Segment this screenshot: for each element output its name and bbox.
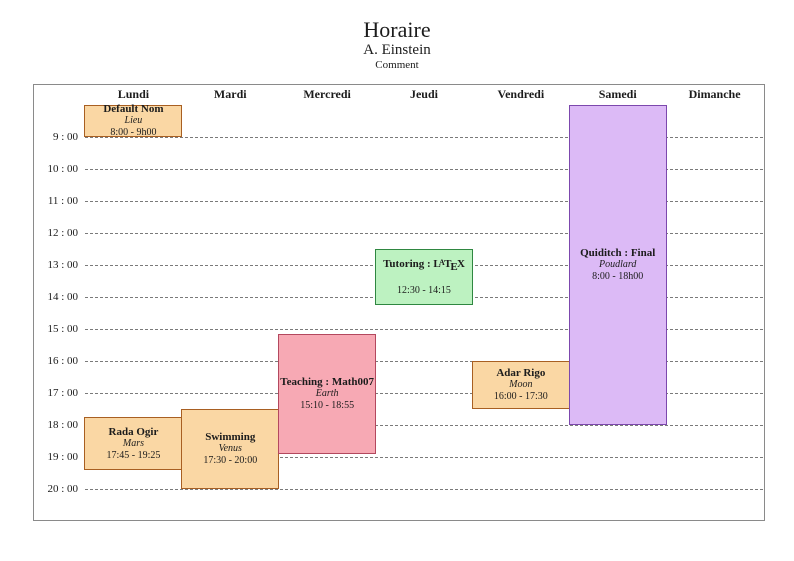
author-name: A. Einstein [363, 42, 431, 58]
hour-gridline [85, 393, 763, 394]
time-label: 19 : 00 [47, 451, 78, 463]
event-location: Mars [122, 437, 144, 449]
event-block: Rada Ogir Mars 17:45 - 19:25 [84, 417, 183, 471]
event-title: Default Nom [103, 103, 164, 115]
timetable-frame: 9 : 00 10 : 00 11 : 00 12 : 00 13 : 00 14 : 0… [33, 84, 765, 521]
hour-gridline [85, 425, 763, 426]
time-label: 14 : 00 [47, 291, 78, 303]
time-label: 15 : 00 [47, 323, 78, 335]
time-label: 12 : 00 [47, 227, 78, 239]
time-label: 10 : 00 [47, 163, 78, 175]
event-title: Adar Rigo [496, 367, 546, 379]
event-time: 16:00 - 17:30 [493, 391, 548, 402]
hour-gridline [85, 361, 763, 362]
event-time: 12:30 - 14:15 [397, 284, 451, 296]
time-label: 16 : 00 [47, 355, 78, 367]
hour-gridline [85, 329, 763, 330]
time-label: 20 : 00 [47, 483, 78, 495]
event-time: 15:10 - 18:55 [300, 400, 355, 412]
day-header-lundi: Lundi [117, 87, 150, 101]
event-block: Adar Rigo Moon 16:00 - 17:30 [471, 361, 570, 409]
event-block: Teaching : Math007 Earth 15:10 - 18:55 [278, 334, 377, 455]
day-header-mardi: Mardi [213, 87, 247, 101]
event-title: Quiditch : Final [580, 247, 656, 259]
event-block: Default Nom Lieu 8:00 - 9h00 [84, 103, 183, 138]
time-label: 18 : 00 [47, 419, 78, 431]
day-header-vendredi: Vendredi [497, 87, 545, 101]
event-time: 17:45 - 19:25 [106, 449, 161, 461]
time-label: 17 : 00 [47, 387, 78, 399]
hour-gridline [85, 137, 763, 138]
hour-gridline [85, 201, 763, 202]
event-location: Earth [315, 388, 339, 400]
event-time: 8:00 - 18h00 [592, 271, 644, 282]
time-label: 13 : 00 [47, 259, 78, 271]
hour-gridline [85, 489, 763, 490]
day-header-samedi: Samedi [598, 87, 637, 101]
hour-gridline [85, 169, 763, 170]
time-label: 11 : 00 [47, 195, 78, 207]
event-title: Teaching : Math007 [280, 376, 374, 389]
event-block: Tutoring : LATEX 12:30 - 14:15 [375, 249, 473, 305]
event-block: Swimming Venus 17:30 - 20:00 [181, 409, 280, 489]
event-block: Quiditch : Final Poudlard 8:00 - 18h00 [568, 105, 667, 425]
event-location: Moon [509, 379, 533, 390]
event-location: Venus [218, 443, 242, 454]
page-title: Horaire [363, 17, 431, 42]
event-title: Rada Ogir [108, 425, 159, 438]
day-header-dimanche: Dimanche [688, 87, 741, 101]
day-header-mercredi: Mercredi [303, 87, 351, 101]
event-title: Tutoring : LATEX [383, 258, 465, 273]
hour-gridline [85, 233, 763, 234]
event-location: Poudlard [598, 259, 637, 270]
event-time: 8:00 - 9h00 [110, 127, 157, 138]
hour-gridline [85, 457, 763, 458]
event-location: Lieu [124, 115, 143, 126]
day-header-jeudi: Jeudi [409, 87, 438, 101]
comment-text: Comment [375, 59, 419, 71]
time-label: 9 : 00 [52, 131, 78, 143]
event-title: Swimming [205, 431, 256, 443]
event-time: 17:30 - 20:00 [203, 455, 258, 466]
page-header: Horaire A. Einstein Comment [0, 18, 794, 72]
